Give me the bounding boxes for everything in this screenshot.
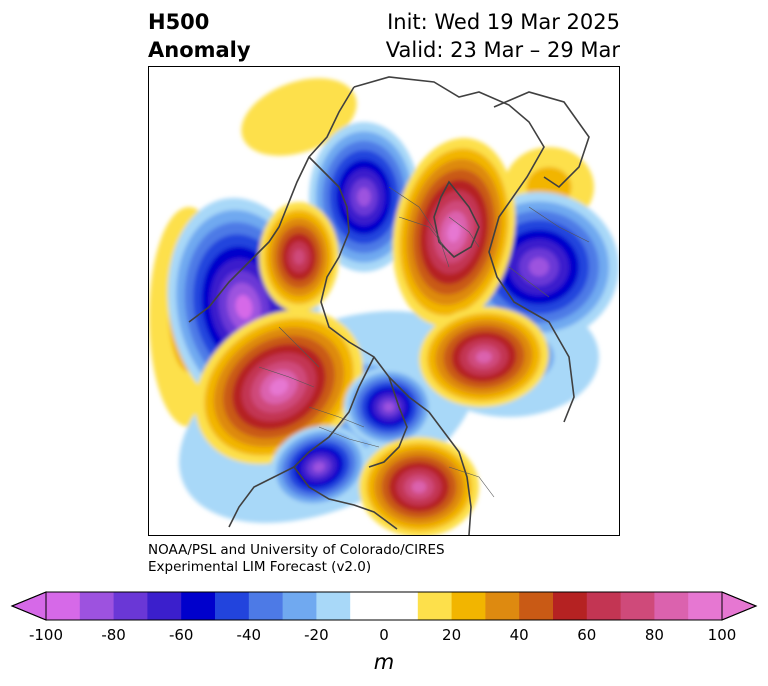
colorbar-tick-label: -100 (28, 626, 64, 644)
colorbar-outline (10, 591, 758, 621)
positive-anomaly-contour (447, 221, 461, 243)
pole-marker (379, 297, 389, 307)
credit-line-2: Experimental LIM Forecast (v2.0) (148, 559, 372, 575)
colorbar-tick-label: -20 (304, 626, 329, 644)
colorbar (10, 591, 758, 621)
colorbar-tick-label: -60 (168, 626, 194, 644)
colorbar-cell (654, 592, 689, 620)
colorbar-tick-label: 80 (644, 626, 664, 644)
colorbar-cell (485, 592, 520, 620)
negative-anomaly-contour (357, 187, 371, 207)
colorbar-cell (147, 592, 182, 620)
title-right: Init: Wed 19 Mar 2025 Valid: 23 Mar – 29… (386, 8, 620, 64)
colorbar-cell (688, 592, 723, 620)
title-left: H500 Anomaly (148, 8, 251, 64)
colorbar-cell (46, 592, 81, 620)
colorbar-unit: m (373, 650, 395, 674)
colorbar-cell (417, 592, 453, 620)
colorbar-tick-label: 40 (509, 626, 529, 644)
colorbar-cell (553, 592, 588, 620)
colorbar-tick-label: 20 (442, 626, 462, 644)
colorbar-cell (620, 592, 655, 620)
colorbar-cell (248, 592, 284, 620)
colorbar-tick-labels: -100 -80 -60 -40 -20 0 20 40 60 80 100 (0, 626, 768, 648)
colorbar-tick-label: 0 (379, 626, 389, 644)
colorbar-cell (350, 592, 385, 620)
anomaly-map (149, 67, 619, 535)
colorbar-cell (451, 592, 486, 620)
country-borders (258, 186, 590, 498)
positive-anomaly-contour (475, 350, 493, 364)
colorbar-cell (181, 592, 216, 620)
valid-range: Valid: 23 Mar – 29 Mar (385, 38, 620, 62)
title-field: Anomaly (148, 38, 251, 62)
colorbar-extend-low (10, 591, 47, 621)
negative-anomaly-contour (529, 257, 549, 277)
credit-text: NOAA/PSL and University of Colorado/CIRE… (148, 542, 445, 576)
title-variable: H500 (148, 10, 210, 34)
anomaly-shading (149, 78, 619, 535)
credit-line-1: NOAA/PSL and University of Colorado/CIRE… (148, 542, 445, 558)
negative-anomaly-contour (235, 294, 253, 320)
colorbar-cell (215, 592, 250, 620)
colorbar-tick-label: -80 (101, 626, 126, 644)
negative-anomaly-contour (312, 461, 326, 473)
colorbar-extend-high (721, 591, 758, 621)
colorbar-cell (113, 592, 148, 620)
colorbar-cell (79, 592, 115, 620)
colorbar-cell (384, 592, 419, 620)
colorbar-cell (316, 592, 351, 620)
colorbar-cell (519, 592, 554, 620)
positive-anomaly-contour (269, 378, 289, 396)
colorbar-tick-label: 100 (707, 626, 737, 644)
colorbar-cell (586, 592, 622, 620)
init-date: Init: Wed 19 Mar 2025 (387, 10, 620, 34)
colorbar-tick-label: -40 (236, 626, 262, 644)
map-panel (148, 66, 620, 536)
colorbar-tick-label: 60 (577, 626, 597, 644)
colorbar-cell (282, 592, 317, 620)
positive-anomaly-contour (411, 480, 427, 494)
coastlines (188, 76, 590, 535)
positive-anomaly-contour (293, 249, 305, 265)
negative-anomaly-contour (383, 402, 395, 412)
